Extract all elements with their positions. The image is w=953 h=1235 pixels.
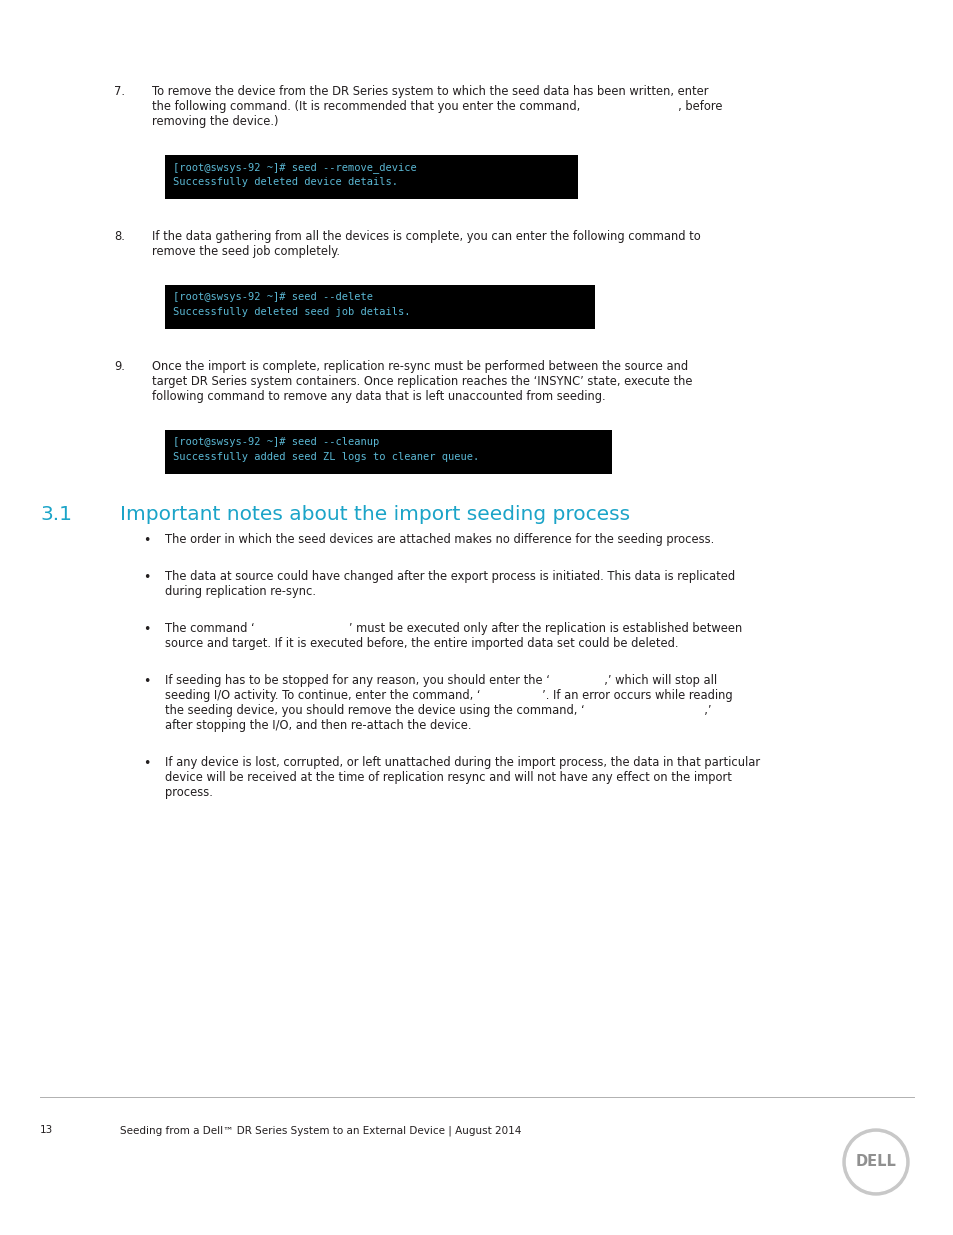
Text: Seeding from a Dell™ DR Series System to an External Device | August 2014: Seeding from a Dell™ DR Series System to… bbox=[120, 1125, 521, 1135]
FancyBboxPatch shape bbox=[165, 285, 595, 329]
Text: The data at source could have changed after the export process is initiated. Thi: The data at source could have changed af… bbox=[165, 571, 735, 583]
Text: •: • bbox=[143, 676, 151, 688]
Text: Important notes about the import seeding process: Important notes about the import seeding… bbox=[120, 505, 630, 524]
FancyBboxPatch shape bbox=[165, 156, 578, 199]
Text: the following command. (It is recommended that you enter the command,           : the following command. (It is recommende… bbox=[152, 100, 721, 112]
Text: after stopping the I/O, and then re-attach the device.: after stopping the I/O, and then re-atta… bbox=[165, 719, 471, 732]
Text: •: • bbox=[143, 757, 151, 769]
Text: the seeding device, you should remove the device using the command, ‘           : the seeding device, you should remove th… bbox=[165, 704, 711, 718]
Text: To remove the device from the DR Series system to which the seed data has been w: To remove the device from the DR Series … bbox=[152, 85, 708, 98]
Text: 3.1: 3.1 bbox=[40, 505, 71, 524]
Text: Successfully added seed ZL logs to cleaner queue.: Successfully added seed ZL logs to clean… bbox=[172, 452, 478, 462]
Text: If the data gathering from all the devices is complete, you can enter the follow: If the data gathering from all the devic… bbox=[152, 230, 700, 243]
FancyBboxPatch shape bbox=[165, 430, 612, 474]
Text: •: • bbox=[143, 622, 151, 636]
Text: 9.: 9. bbox=[114, 359, 125, 373]
Text: process.: process. bbox=[165, 785, 213, 799]
Text: The command ‘                          ’ must be executed only after the replica: The command ‘ ’ must be executed only af… bbox=[165, 622, 741, 635]
Text: [root@swsys-92 ~]# seed --remove_device: [root@swsys-92 ~]# seed --remove_device bbox=[172, 162, 416, 173]
Text: [root@swsys-92 ~]# seed --delete: [root@swsys-92 ~]# seed --delete bbox=[172, 291, 373, 303]
Text: Successfully deleted device details.: Successfully deleted device details. bbox=[172, 177, 397, 186]
Text: following command to remove any data that is left unaccounted from seeding.: following command to remove any data tha… bbox=[152, 390, 605, 403]
Text: 7.: 7. bbox=[113, 85, 125, 98]
Text: remove the seed job completely.: remove the seed job completely. bbox=[152, 245, 339, 258]
Text: 13: 13 bbox=[40, 1125, 53, 1135]
Text: If seeding has to be stopped for any reason, you should enter the ‘             : If seeding has to be stopped for any rea… bbox=[165, 674, 717, 687]
Text: 8.: 8. bbox=[114, 230, 125, 243]
Text: DELL: DELL bbox=[855, 1155, 896, 1170]
Text: during replication re-sync.: during replication re-sync. bbox=[165, 585, 315, 598]
Text: •: • bbox=[143, 534, 151, 547]
Text: target DR Series system containers. Once replication reaches the ‘INSYNC’ state,: target DR Series system containers. Once… bbox=[152, 375, 692, 388]
Circle shape bbox=[845, 1132, 904, 1192]
Text: The order in which the seed devices are attached makes no difference for the see: The order in which the seed devices are … bbox=[165, 534, 714, 546]
Text: Successfully deleted seed job details.: Successfully deleted seed job details. bbox=[172, 308, 410, 317]
Circle shape bbox=[842, 1129, 908, 1195]
Text: If any device is lost, corrupted, or left unattached during the import process, : If any device is lost, corrupted, or lef… bbox=[165, 756, 760, 769]
Text: removing the device.): removing the device.) bbox=[152, 115, 278, 128]
Text: seeding I/O activity. To continue, enter the command, ‘                 ’. If an: seeding I/O activity. To continue, enter… bbox=[165, 689, 732, 701]
Text: device will be received at the time of replication resync and will not have any : device will be received at the time of r… bbox=[165, 771, 731, 784]
Text: Once the import is complete, replication re-sync must be performed between the s: Once the import is complete, replication… bbox=[152, 359, 687, 373]
Text: [root@swsys-92 ~]# seed --cleanup: [root@swsys-92 ~]# seed --cleanup bbox=[172, 437, 379, 447]
Text: •: • bbox=[143, 571, 151, 584]
Text: source and target. If it is executed before, the entire imported data set could : source and target. If it is executed bef… bbox=[165, 637, 678, 650]
